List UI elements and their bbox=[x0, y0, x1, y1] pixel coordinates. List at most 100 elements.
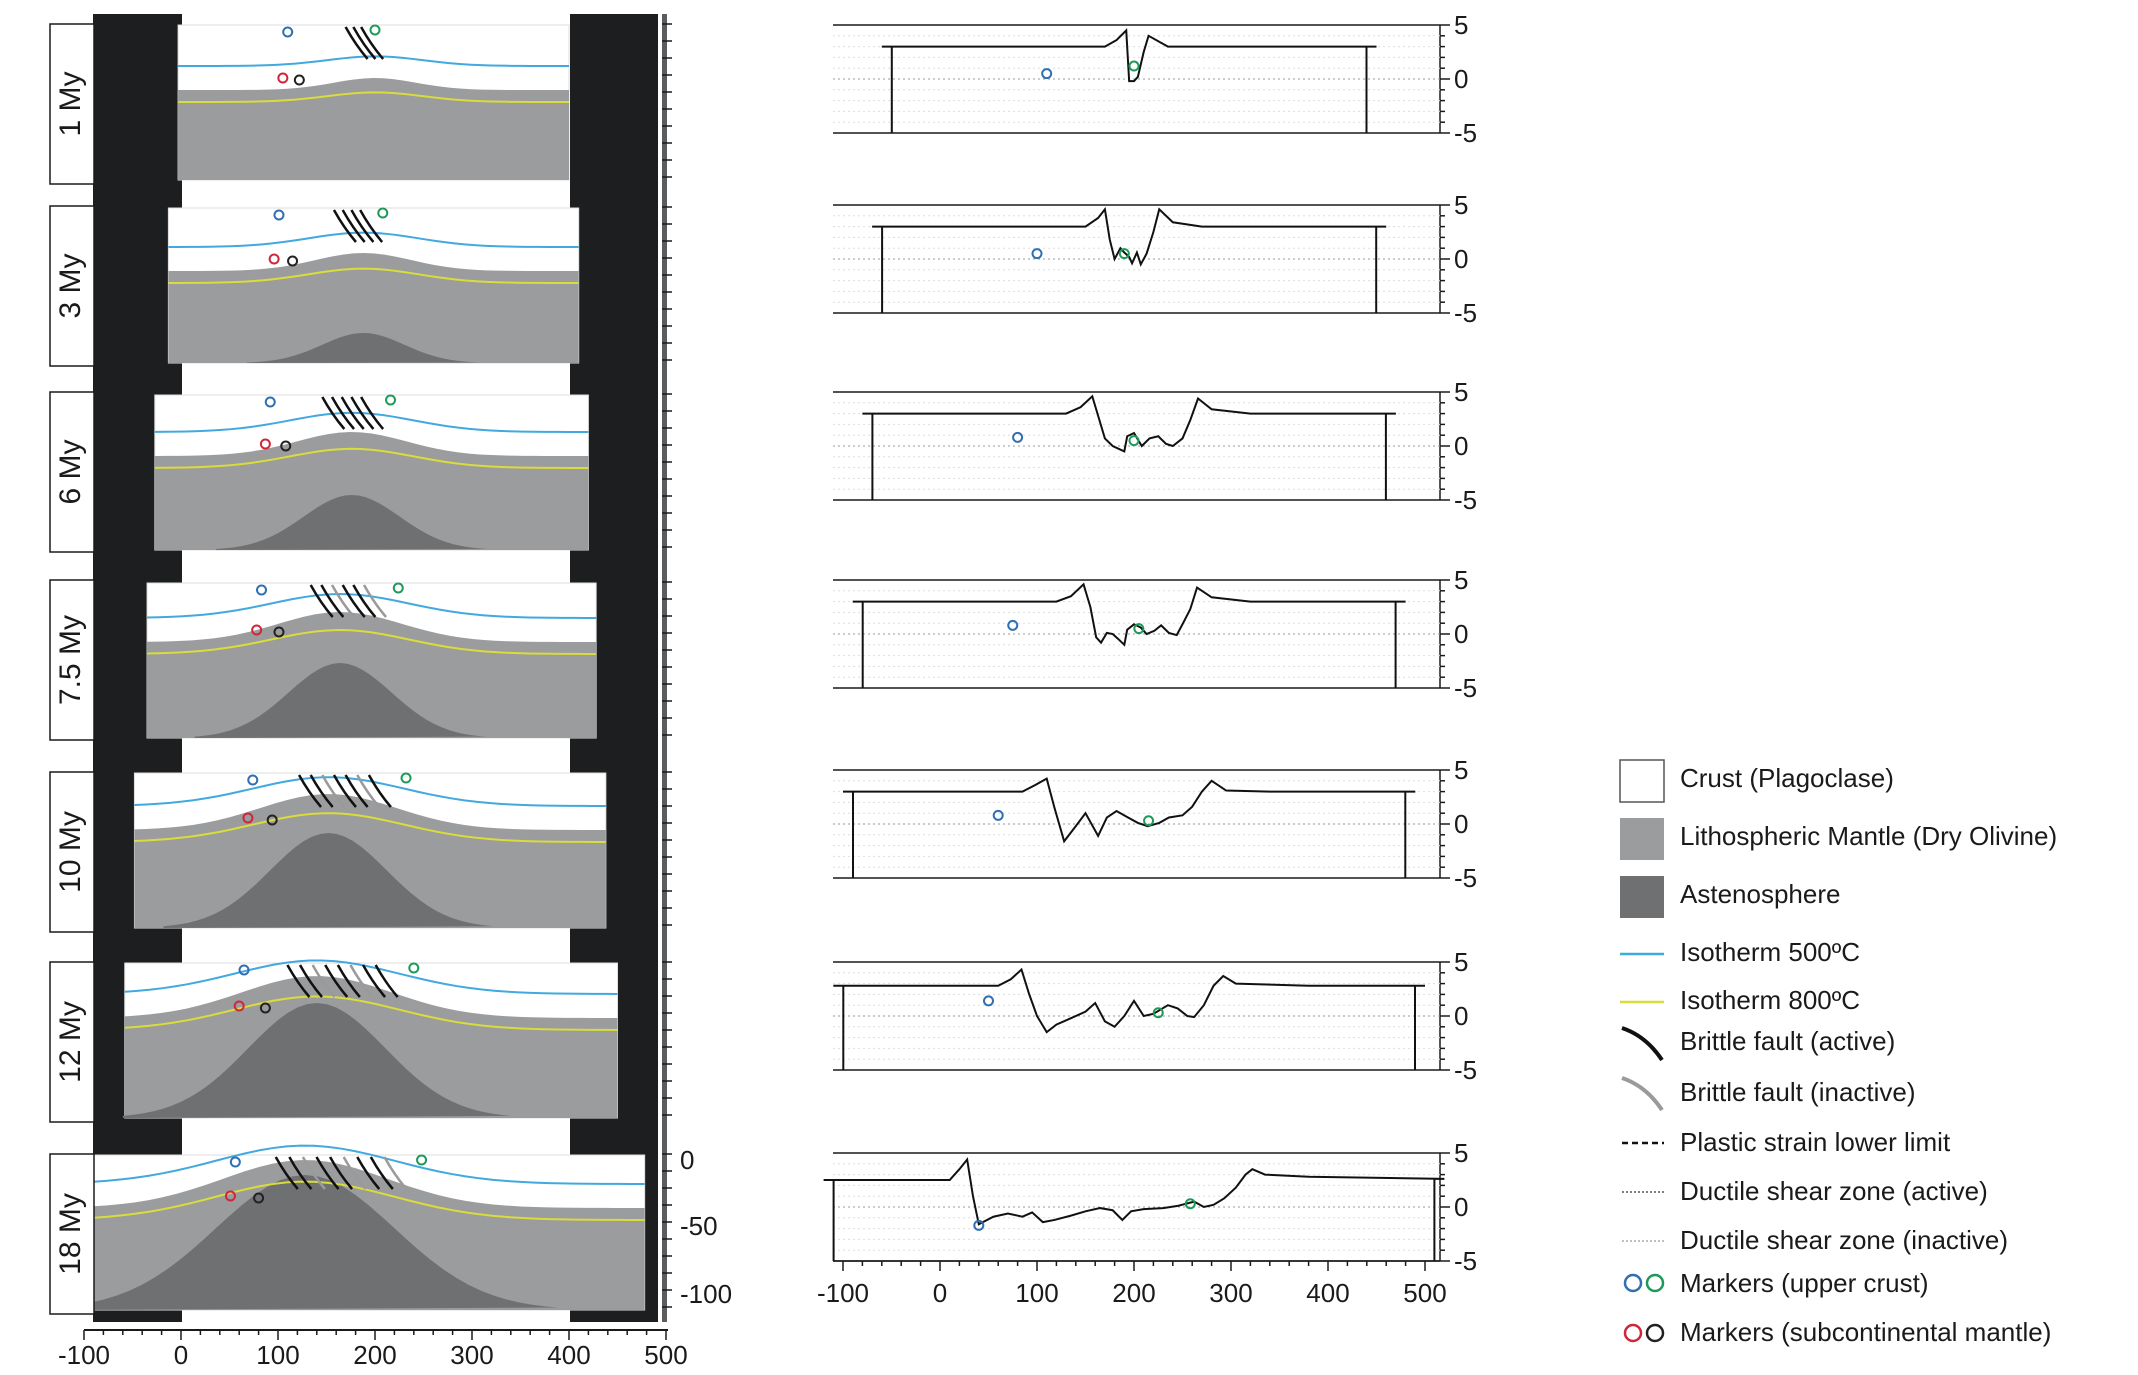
topography-line bbox=[881, 28, 1377, 133]
brittle-fault bbox=[324, 964, 349, 998]
depth-axis-bar bbox=[662, 14, 667, 1322]
brittle-fault bbox=[340, 396, 365, 430]
isotherm-800 bbox=[93, 1180, 645, 1221]
y-tick-label: 0 bbox=[1454, 1001, 1468, 1031]
upper-crust-marker-blue bbox=[247, 774, 259, 786]
topography-line bbox=[843, 777, 1416, 878]
topo-profile-6: 5 0 -5 bbox=[833, 947, 1477, 1085]
asthenosphere-layer bbox=[194, 663, 486, 738]
mantle-marker-red bbox=[259, 438, 271, 450]
asthenosphere-layer bbox=[215, 495, 488, 550]
brittle-fault bbox=[332, 209, 357, 243]
isotherm-800 bbox=[134, 812, 606, 843]
asthenosphere-layer bbox=[246, 333, 480, 363]
legend-label: Brittle fault (inactive) bbox=[1680, 1077, 1916, 1107]
isotherm-500 bbox=[93, 1144, 645, 1185]
legend-item-ductile-inactive: Ductile shear zone (inactive) bbox=[1622, 1225, 2008, 1255]
mantle-marker-red bbox=[268, 253, 280, 265]
topography-line bbox=[823, 1157, 1445, 1261]
profile-marker-blue bbox=[1041, 68, 1053, 80]
profile-marker-blue bbox=[1007, 619, 1019, 631]
mantle-marker-black bbox=[280, 440, 292, 452]
brittle-fault bbox=[311, 964, 336, 998]
upper-crust-marker-green bbox=[400, 772, 412, 784]
mantle-marker-black bbox=[273, 626, 285, 638]
mantle-layer bbox=[147, 612, 597, 738]
brittle-fault bbox=[356, 1156, 381, 1190]
legend-label: Ductile shear zone (active) bbox=[1680, 1176, 1988, 1206]
legend-label: Markers (upper crust) bbox=[1680, 1268, 1929, 1298]
cross-section-4 bbox=[146, 582, 597, 739]
profile-marker-blue bbox=[1012, 431, 1024, 443]
isotherm-800 bbox=[147, 629, 597, 655]
brittle-fault bbox=[286, 964, 311, 998]
depth-tick-label: 0 bbox=[680, 1145, 694, 1175]
cross-section-2 bbox=[167, 207, 580, 364]
topography-profiles: 5 0 -5 5 0 -5 5 0 -5 5 0 -5 5 0 -5 5 0 -5 5 0 -5 bbox=[823, 10, 1477, 1276]
right-x-axis-ticks bbox=[833, 1260, 1440, 1271]
profile-marker-green bbox=[1128, 435, 1140, 447]
age-label-box-3: 6 My bbox=[49, 391, 95, 553]
x-tick-label: 300 bbox=[1209, 1278, 1252, 1308]
brittle-fault bbox=[315, 1156, 340, 1190]
brittle-fault bbox=[360, 26, 385, 60]
profile-marker-green bbox=[1184, 1198, 1196, 1210]
legend-label: Lithospheric Mantle (Dry Olivine) bbox=[1680, 821, 2057, 851]
brittle-fault bbox=[309, 774, 334, 808]
x-tick-label: 100 bbox=[256, 1340, 299, 1370]
age-label-1: 1 My bbox=[54, 71, 87, 136]
age-label-box-5: 10 My bbox=[49, 771, 95, 933]
legend-label: Plastic strain lower limit bbox=[1680, 1127, 1951, 1157]
upper-crust-marker-blue bbox=[229, 1156, 241, 1168]
legend-label: Crust (Plagoclase) bbox=[1680, 763, 1894, 793]
y-tick-label: 0 bbox=[1454, 431, 1468, 461]
black-fault-icon bbox=[1621, 1026, 1664, 1062]
legend-item-fault-inactive: Brittle fault (inactive) bbox=[1621, 1076, 1916, 1112]
upper-crust-marker-green bbox=[416, 1154, 428, 1166]
profile-marker-blue bbox=[983, 995, 994, 1007]
x-tick-label: 100 bbox=[1015, 1278, 1058, 1308]
brittle-fault bbox=[356, 774, 381, 808]
cross-section-1 bbox=[177, 24, 570, 181]
mantle-marker-red bbox=[233, 1000, 245, 1012]
mantle-swatch bbox=[1620, 818, 1664, 860]
topo-profile-7: 5 0 -5 bbox=[823, 1138, 1477, 1276]
profile-marker-green bbox=[1143, 815, 1155, 827]
y-tick-label: -5 bbox=[1454, 298, 1477, 328]
brittle-fault bbox=[369, 1156, 394, 1190]
brittle-fault bbox=[301, 1156, 326, 1190]
mantle-marker-black bbox=[259, 1002, 271, 1014]
cross-section-3 bbox=[154, 394, 589, 551]
mantle-marker-black bbox=[266, 814, 278, 826]
age-label-box-2: 3 My bbox=[49, 205, 95, 367]
right-x-axis: -100 0 100 200 300 400 500 bbox=[817, 1278, 1447, 1308]
isotherm-800 bbox=[168, 267, 579, 284]
legend-label: Astenosphere bbox=[1680, 879, 1840, 909]
crust-swatch bbox=[1619, 759, 1665, 803]
legend-item-mantle: Lithospheric Mantle (Dry Olivine) bbox=[1620, 818, 2057, 860]
legend: Crust (Plagoclase) Lithospheric Mantle (… bbox=[1619, 759, 2057, 1347]
age-label-box-1: 1 My bbox=[49, 23, 95, 185]
age-label-4: 7.5 My bbox=[54, 615, 87, 705]
age-label-2: 3 My bbox=[54, 253, 87, 318]
x-tick-label: 0 bbox=[174, 1340, 188, 1370]
brittle-fault bbox=[383, 1156, 408, 1190]
profile-marker-green bbox=[1152, 1007, 1164, 1019]
topography-line bbox=[862, 394, 1396, 500]
brittle-fault bbox=[360, 396, 385, 430]
age-label-5: 10 My bbox=[54, 811, 87, 893]
x-tick-label: 400 bbox=[547, 1340, 590, 1370]
legend-item-isotherm-800: Isotherm 800ºC bbox=[1620, 985, 1860, 1015]
legend-label: Brittle fault (active) bbox=[1680, 1026, 1895, 1056]
brittle-fault bbox=[352, 26, 377, 60]
brittle-fault bbox=[330, 584, 355, 618]
brittle-fault bbox=[359, 209, 384, 243]
y-tick-label: -5 bbox=[1454, 1055, 1477, 1085]
brittle-fault bbox=[342, 1156, 367, 1190]
upper-crust-marker-green bbox=[392, 582, 404, 594]
age-labels: 1 My 3 My 6 My 7.5 My 10 My 12 My 18 My bbox=[49, 23, 95, 1315]
profile-marker-blue bbox=[992, 809, 1004, 821]
brittle-fault bbox=[344, 774, 369, 808]
legend-label: Isotherm 500ºC bbox=[1680, 937, 1860, 967]
brittle-fault bbox=[361, 964, 387, 998]
